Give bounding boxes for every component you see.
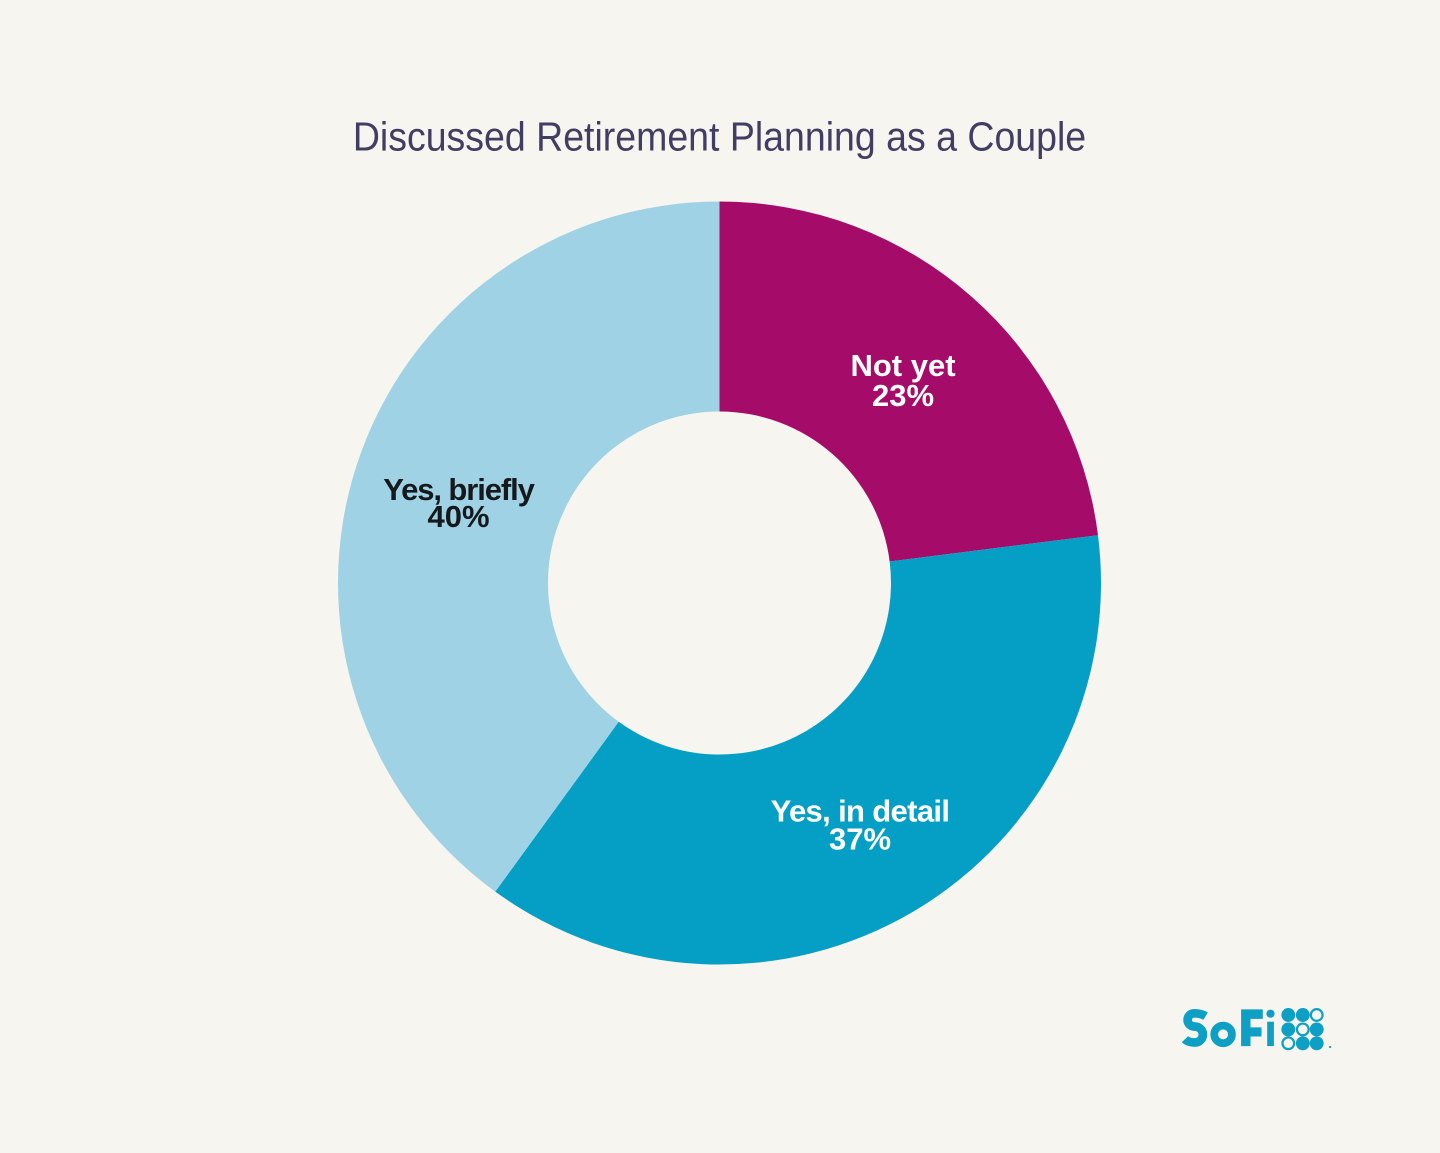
svg-text:Yes, briefly: Yes, briefly — [383, 472, 535, 507]
svg-text:Discussed Retirement Planning: Discussed Retirement Planning as a Coupl… — [353, 113, 1086, 159]
svg-text:23%: 23% — [872, 378, 934, 413]
svg-text:Yes, in detail: Yes, in detail — [771, 794, 950, 829]
svg-text:40%: 40% — [427, 499, 489, 534]
svg-text:Not yet: Not yet — [850, 348, 955, 383]
svg-text:37%: 37% — [829, 822, 891, 857]
